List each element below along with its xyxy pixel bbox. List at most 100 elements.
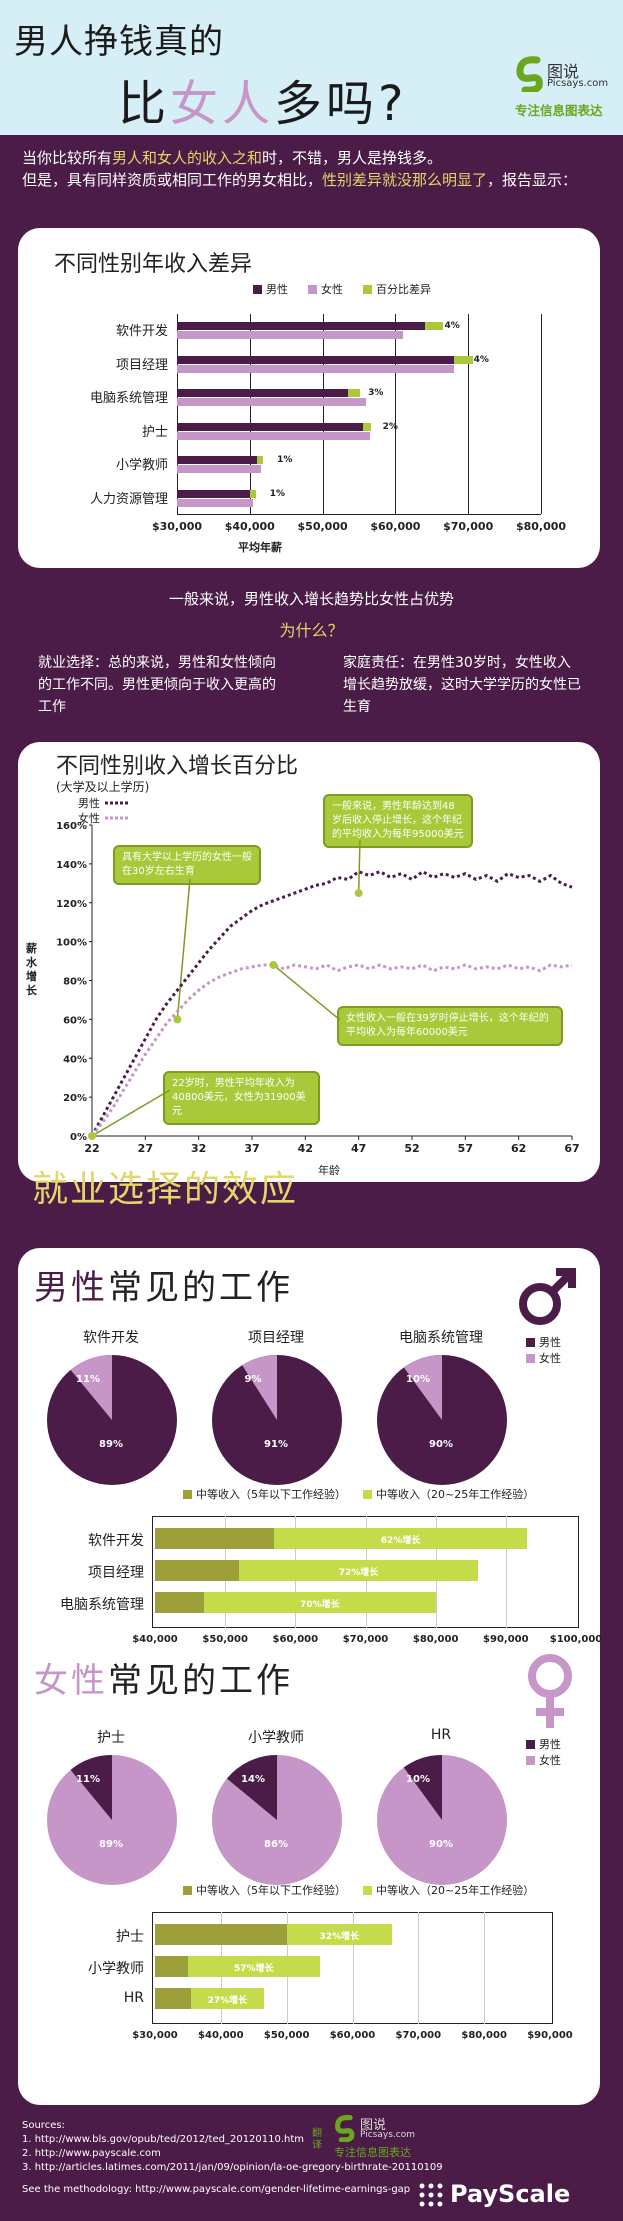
pie-chart <box>377 1355 507 1485</box>
chart2-xtick-label: 32 <box>191 1142 206 1155</box>
chart2-ytick-label: 160% <box>56 821 87 832</box>
chart2-ytick-label: 20% <box>63 1093 87 1104</box>
chart1-bar-men <box>177 322 425 330</box>
stack-growth-label: 32%增长 <box>319 1932 360 1942</box>
stack-xtick: $30,000 <box>132 2030 178 2041</box>
intro-text: 当你比较所有男人和女人的收入之和时，不错，男人是挣钱多。 但是，具有同样资质或相… <box>22 149 578 189</box>
pie-minor-label: 14% <box>241 1774 265 1785</box>
section-title: 就业选择的效应 <box>32 1169 299 1210</box>
callout-point <box>354 889 363 898</box>
chart2-xtick-label: 27 <box>138 1142 153 1155</box>
chart1-gridline <box>177 314 178 514</box>
stack-bar-low <box>155 1924 287 1945</box>
chart2-xtick-label: 47 <box>351 1142 366 1155</box>
chart1-bar-women <box>177 431 370 440</box>
stack-bar-high <box>187 1956 320 1977</box>
pie-title: HR <box>430 1727 452 1743</box>
stack-xtick: $40,000 <box>132 1634 178 1645</box>
chart1-bar-men <box>177 422 363 431</box>
pie-legend-women-1: 女性 <box>526 1350 561 1366</box>
chart2-ytick-label: 40% <box>63 1054 87 1065</box>
stack-gridline <box>505 1516 507 1628</box>
stack-bar-high <box>274 1528 527 1549</box>
chart2-subtitle: (大学及以上学历) <box>56 780 150 794</box>
chart2-xtick-label: 42 <box>298 1142 313 1155</box>
pie-minor-label: 11% <box>76 1774 100 1785</box>
pie-title: 项目经理 <box>248 1330 304 1346</box>
stack-bar-high <box>204 1592 436 1613</box>
bar-legend-low-1: 中等收入（5年以下工作经验） <box>183 1486 346 1502</box>
bar-legend-high-2: 中等收入（20~25年工作经验） <box>363 1882 534 1898</box>
chart2-line-women <box>90 963 573 1137</box>
chart1-gridline <box>249 314 251 514</box>
chart2-ytick-label: 60% <box>63 1015 87 1026</box>
payscale-brand: PayScale <box>450 2180 571 2208</box>
header: 男人挣钱真的 比女人多吗? 图说 Picsays.com 专注信息图表达 <box>0 0 623 135</box>
pie-minor-slice <box>403 1755 442 1820</box>
chart2-ytick-label: 80% <box>63 977 87 988</box>
stack-xtick: $40,000 <box>198 2030 244 2041</box>
chart1-gap-label: 3% <box>368 388 384 398</box>
chart1-bar-men <box>177 456 258 464</box>
picsays-logo: 图说 Picsays.com 专注信息图表达 <box>515 56 615 126</box>
pie-major-label: 91% <box>264 1439 288 1450</box>
chart1-xtick: $60,000 <box>370 520 421 533</box>
chart1-bar-women <box>177 398 367 406</box>
chart1-bar-men <box>177 489 250 498</box>
chart1-category-label: 人力资源管理 <box>89 491 168 507</box>
stack-xtick: $90,000 <box>527 2030 573 2041</box>
footer-logo-icon <box>335 2114 355 2142</box>
stack-bar-low <box>155 1592 205 1613</box>
callout-point <box>269 960 278 969</box>
chart1-gridline <box>541 314 542 514</box>
stack-bar-low <box>155 1560 240 1581</box>
stack-growth-label: 57%增长 <box>233 1964 274 1974</box>
stack-growth-label: 62%增长 <box>380 1536 421 1546</box>
legend-men: 男性 <box>253 281 288 297</box>
pie-major-label: 89% <box>99 1439 123 1450</box>
stack-xtick: $100,000 <box>549 1634 603 1645</box>
callout-point <box>88 1132 96 1140</box>
pie-minor-slice <box>226 1755 277 1820</box>
men-jobs-title: 男性常见的工作 <box>34 1268 293 1308</box>
chart1-gridline <box>468 314 470 514</box>
stack-bar-low <box>155 1956 188 1977</box>
chart1-gap-marker <box>257 456 264 464</box>
callout-leader <box>272 964 341 1021</box>
stack-gridline <box>484 1912 486 2024</box>
reason-family: 家庭责任：在男性30岁时，女性收入增长趋势放缓，这时大学学历的女性已生育 <box>343 655 581 715</box>
chart1-xlabel: 平均年薪 <box>238 541 282 554</box>
legend-men-line: 男性 <box>78 797 129 810</box>
pie-legend-men-2: 男性 <box>526 1736 561 1752</box>
chart1-xtick: $30,000 <box>151 520 203 533</box>
chart1-xtick: $40,000 <box>224 520 275 533</box>
payscale-icon <box>419 2183 443 2207</box>
stack-category-label: 项目经理 <box>88 1565 144 1581</box>
chart1-xtick: $80,000 <box>515 520 567 533</box>
chart2-ylabel: 薪水增长 <box>26 942 37 997</box>
pie-chart <box>377 1755 507 1885</box>
chart1-gap-label: 4% <box>473 354 489 365</box>
chart1-category-label: 电脑系统管理 <box>89 391 168 406</box>
chart2-ytick-label: 140% <box>56 860 87 871</box>
pie-legend-women-2: 女性 <box>526 1752 561 1768</box>
chart1-title: 不同性别年收入差异 <box>54 252 253 277</box>
title-line1: 男人挣钱真的 <box>14 22 224 62</box>
chart1-category-label: 护士 <box>141 424 168 440</box>
footer-logo: 翻译 图说 Picsays.com 专注信息图表达 <box>312 2112 442 2172</box>
chart2-line-men <box>90 869 573 1137</box>
pie-minor-slice <box>70 1755 112 1820</box>
legend-women-line: 女性 <box>78 812 129 825</box>
stack-xtick: $60,000 <box>272 1634 319 1645</box>
chart1-bar-men <box>177 355 454 364</box>
female-symbol-icon <box>528 1654 572 1728</box>
stack-xtick: $50,000 <box>263 2030 310 2041</box>
pie-minor-slice <box>70 1355 112 1420</box>
women-jobs-title: 女性常见的工作 <box>34 1661 293 1701</box>
chart2-title: 不同性别收入增长百分比 <box>56 754 299 779</box>
chart2-ytick-label: 100% <box>56 938 87 949</box>
chart2-xtick-label: 52 <box>404 1142 419 1155</box>
chart2-svg: 0% 20% 40% 60% 80% 100% 120% 140% 160% 22 27 32 37 42… <box>56 821 580 1155</box>
chart2-ytick-label: 120% <box>56 899 87 910</box>
